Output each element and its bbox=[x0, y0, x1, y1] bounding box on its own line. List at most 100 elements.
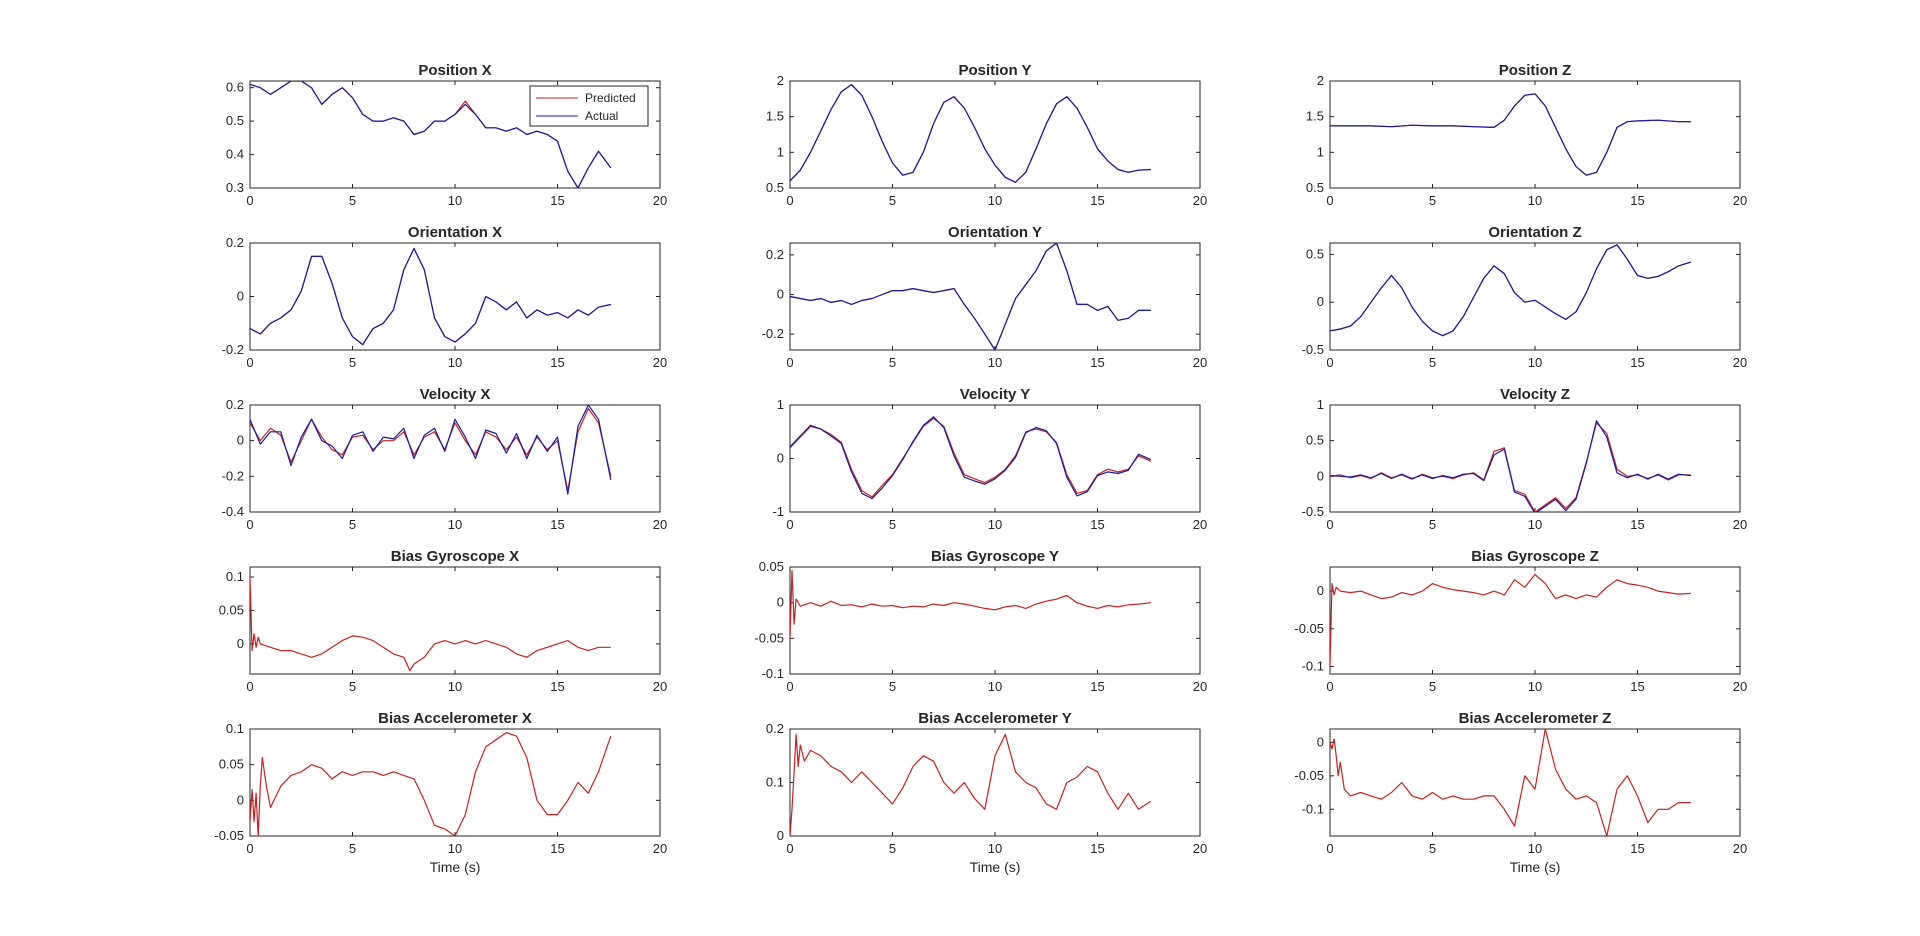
y-tick-label: 1 bbox=[1317, 397, 1324, 412]
series-line-actual-position-y bbox=[790, 83, 1151, 183]
x-tick-label: 15 bbox=[1630, 679, 1644, 694]
x-tick-label: 15 bbox=[1090, 355, 1104, 370]
x-tick-label: 20 bbox=[1733, 679, 1747, 694]
title-bias-accelerometer-x: Bias Accelerometer X bbox=[378, 710, 532, 727]
y-tick-label: 0.1 bbox=[226, 569, 244, 584]
y-tick-label: 0 bbox=[1317, 583, 1324, 598]
series-group-position-y bbox=[790, 83, 1151, 183]
y-tick-label: 0.5 bbox=[1306, 246, 1324, 261]
y-tick-label: 0.05 bbox=[219, 757, 244, 772]
x-tick-label: 0 bbox=[246, 193, 253, 208]
y-tick-label: 0 bbox=[1317, 468, 1324, 483]
series-group-position-x bbox=[250, 81, 612, 188]
series-group-orientation-y bbox=[790, 243, 1151, 350]
title-bias-accelerometer-y: Bias Accelerometer Y bbox=[918, 710, 1071, 727]
title-bias-gyroscope-z: Bias Gyroscope Z bbox=[1471, 548, 1599, 565]
x-tick-label: 5 bbox=[1429, 517, 1436, 532]
x-tick-label: 10 bbox=[1528, 517, 1542, 532]
y-tick-label: -1 bbox=[772, 504, 784, 519]
y-tick-label: 1.5 bbox=[1306, 109, 1324, 124]
x-axis-label-col2: Time (s) bbox=[970, 859, 1021, 875]
x-tick-label: 20 bbox=[1193, 841, 1207, 856]
legend[interactable]: Predicted Actual bbox=[529, 85, 649, 127]
y-tick-label: 2 bbox=[777, 73, 784, 88]
axes-box-bias-gyroscope-y bbox=[789, 566, 1201, 675]
x-tick-label: 15 bbox=[550, 679, 564, 694]
axes-box-orientation-y bbox=[789, 242, 1201, 351]
axes-box-position-y bbox=[789, 80, 1201, 189]
title-velocity-x: Velocity X bbox=[420, 386, 491, 403]
x-tick-label: 0 bbox=[1326, 355, 1333, 370]
series-line-predicted-bias-accelerometer-z bbox=[1330, 729, 1691, 836]
x-tick-label: 0 bbox=[786, 355, 793, 370]
axes-box-orientation-z bbox=[1329, 242, 1741, 351]
y-tick-label: -0.5 bbox=[1302, 342, 1324, 357]
subplot-velocity-x: Velocity X 0 5 10 15 20 -0.4 -0.2 0 0.2 bbox=[222, 386, 668, 532]
x-tick-label: 5 bbox=[889, 517, 896, 532]
axes-box-bias-accelerometer-x bbox=[249, 728, 661, 837]
x-tick-label: 10 bbox=[448, 679, 462, 694]
x-tick-label: 5 bbox=[1429, 679, 1436, 694]
x-tick-label: 15 bbox=[550, 517, 564, 532]
subplot-orientation-z: Orientation Z0 5 10 15 20-0.500.5 bbox=[1302, 224, 1748, 370]
axes-box-bias-accelerometer-z bbox=[1329, 728, 1741, 837]
x-tick-label: 10 bbox=[988, 517, 1002, 532]
subplot-bias-gyroscope-z: Bias Gyroscope Z 0 5 10 15 20 -0.1 -0.05 0 bbox=[1294, 548, 1747, 694]
y-tick-label: -0.2 bbox=[222, 342, 244, 357]
series-line-predicted-bias-gyroscope-z bbox=[1330, 573, 1691, 667]
subplot-velocity-z: Velocity Z0 5 10 15 20-0.500.51 bbox=[1302, 386, 1748, 532]
y-tick-label: 0.4 bbox=[226, 147, 244, 162]
series-group-velocity-y bbox=[790, 416, 1152, 500]
x-tick-label: 20 bbox=[1193, 517, 1207, 532]
subplot-position-y: Position Y 0 5 10 15 20 0.5 1 1.5 2 bbox=[766, 62, 1207, 208]
x-tick-label: 10 bbox=[1528, 841, 1542, 856]
x-tick-label: 0 bbox=[786, 679, 793, 694]
title-position-z: Position Z bbox=[1499, 62, 1572, 79]
y-tick-label: -0.05 bbox=[1294, 621, 1324, 636]
x-tick-label: 5 bbox=[1429, 841, 1436, 856]
y-tick-label: 0 bbox=[237, 289, 244, 304]
y-tick-label: 0 bbox=[777, 451, 784, 466]
title-bias-gyroscope-x: Bias Gyroscope X bbox=[391, 548, 519, 565]
subplot-bias-gyroscope-y: Bias Gyroscope Y 0 5 10 15 20 -0.1 -0.05 0 0.05 bbox=[754, 548, 1207, 694]
x-tick-label: 20 bbox=[1193, 355, 1207, 370]
subplot-position-x: Position X 0 5 10 15 20 0.3 0.4 0.5 0.6 bbox=[226, 62, 667, 208]
y-tick-label: 0.2 bbox=[226, 235, 244, 250]
y-tick-label: 0 bbox=[1317, 294, 1324, 309]
y-tick-label: 0 bbox=[237, 636, 244, 651]
series-group-velocity-z bbox=[1330, 420, 1691, 512]
x-tick-label: 20 bbox=[653, 841, 667, 856]
title-bias-gyroscope-y: Bias Gyroscope Y bbox=[931, 548, 1059, 565]
x-tick-label: 5 bbox=[889, 193, 896, 208]
series-line-actual-orientation-z bbox=[1330, 244, 1691, 337]
x-tick-label: 15 bbox=[1090, 517, 1104, 532]
title-position-y: Position Y bbox=[958, 62, 1031, 79]
series-group-position-z bbox=[1330, 93, 1691, 176]
x-tick-label: 20 bbox=[1193, 679, 1207, 694]
y-tick-label: 1 bbox=[1317, 144, 1324, 159]
axes-box-velocity-y bbox=[789, 404, 1201, 513]
y-tick-label: -0.4 bbox=[222, 504, 244, 519]
x-tick-label: 5 bbox=[349, 355, 356, 370]
series-line-actual-position-z bbox=[1330, 93, 1691, 176]
series-line-actual-velocity-z bbox=[1330, 420, 1691, 512]
series-line-predicted-bias-accelerometer-x bbox=[250, 731, 612, 836]
axes-box-bias-gyroscope-x bbox=[249, 566, 661, 675]
subplot-bias-accelerometer-z: Bias Accelerometer Z 0 5 10 15 20 -0.1 -0.05 0 bbox=[1294, 710, 1747, 856]
subplot-velocity-y: Velocity Y0 5 10 15 20-101 bbox=[772, 386, 1207, 532]
x-tick-label: 20 bbox=[1733, 193, 1747, 208]
y-tick-label: 0 bbox=[237, 792, 244, 807]
x-tick-label: 5 bbox=[1429, 355, 1436, 370]
x-tick-label: 10 bbox=[1528, 679, 1542, 694]
x-tick-label: 20 bbox=[1733, 517, 1747, 532]
series-group-bias-accelerometer-x bbox=[250, 731, 612, 836]
legend-box bbox=[529, 85, 649, 127]
x-tick-label: 5 bbox=[349, 841, 356, 856]
x-tick-label: 0 bbox=[246, 517, 253, 532]
axes-box-orientation-x bbox=[249, 242, 661, 351]
series-group-bias-accelerometer-y bbox=[790, 733, 1152, 836]
x-tick-label: 10 bbox=[1528, 355, 1542, 370]
y-tick-label: 0.05 bbox=[759, 559, 784, 574]
x-tick-label: 20 bbox=[653, 355, 667, 370]
